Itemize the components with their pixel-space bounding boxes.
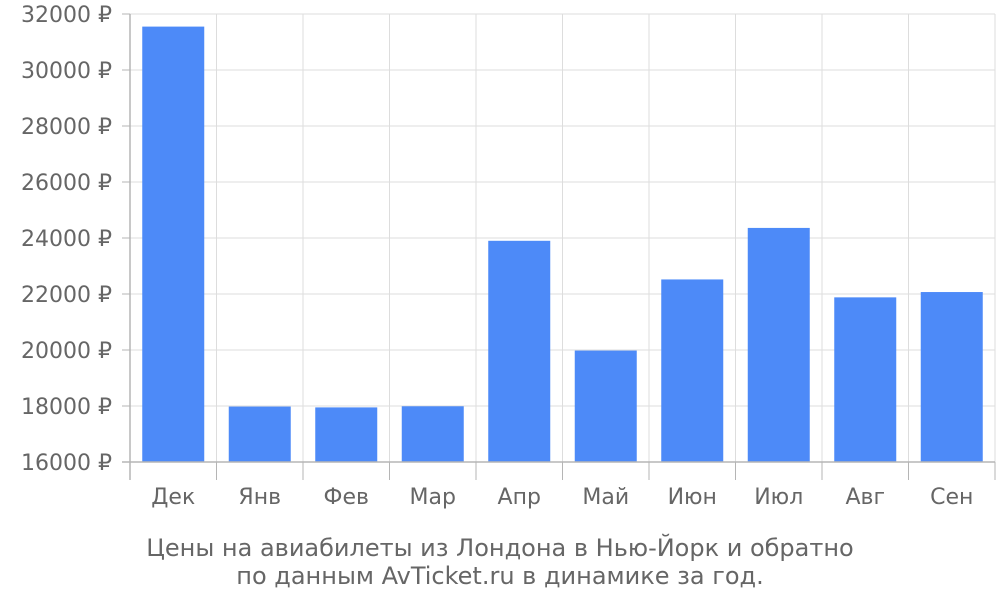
x-tick-label: Фев: [324, 485, 369, 510]
chart-caption-line2: по данным AvTicket.ru в динамике за год.: [236, 562, 764, 590]
bar-1: [142, 26, 205, 462]
x-tick-label: Май: [582, 485, 629, 510]
x-tick-label: Дек: [151, 485, 195, 510]
x-tick-label: Мар: [410, 485, 456, 510]
y-tick-label: 18000 ₽: [21, 395, 112, 420]
bar-2: [228, 406, 291, 462]
y-tick-label: 24000 ₽: [21, 227, 112, 252]
y-tick-label: 22000 ₽: [21, 283, 112, 308]
y-tick-label: 32000 ₽: [21, 3, 112, 28]
bar-layer: [142, 26, 983, 462]
bar-4: [401, 406, 464, 462]
bar-3: [315, 407, 378, 462]
y-tick-label: 20000 ₽: [21, 339, 112, 364]
bar-8: [747, 227, 810, 462]
x-tick-label: Янв: [238, 485, 281, 510]
bar-7: [661, 279, 724, 462]
bar-9: [834, 297, 897, 462]
y-tick-label: 16000 ₽: [21, 451, 112, 476]
bar-5: [488, 240, 551, 462]
chart-caption-line1: Цены на авиабилеты из Лондона в Нью-Йорк…: [146, 533, 853, 562]
bar-6: [574, 350, 637, 462]
x-tick-label: Июл: [754, 485, 803, 510]
x-tick-label: Апр: [498, 485, 541, 510]
x-tick-label: Июн: [668, 485, 717, 510]
y-tick-label: 30000 ₽: [21, 59, 112, 84]
y-tick-label: 26000 ₽: [21, 171, 112, 196]
bar-10: [920, 292, 983, 462]
grid-layer: [129, 13, 996, 463]
axis-layer: [122, 13, 996, 480]
y-tick-label: 28000 ₽: [21, 115, 112, 140]
label-layer: 16000 ₽ 18000 ₽ 20000 ₽ 22000 ₽ 24000 ₽ 26000…: [21, 3, 973, 510]
x-tick-label: Авг: [845, 485, 885, 510]
x-tick-label: Сен: [930, 485, 973, 510]
